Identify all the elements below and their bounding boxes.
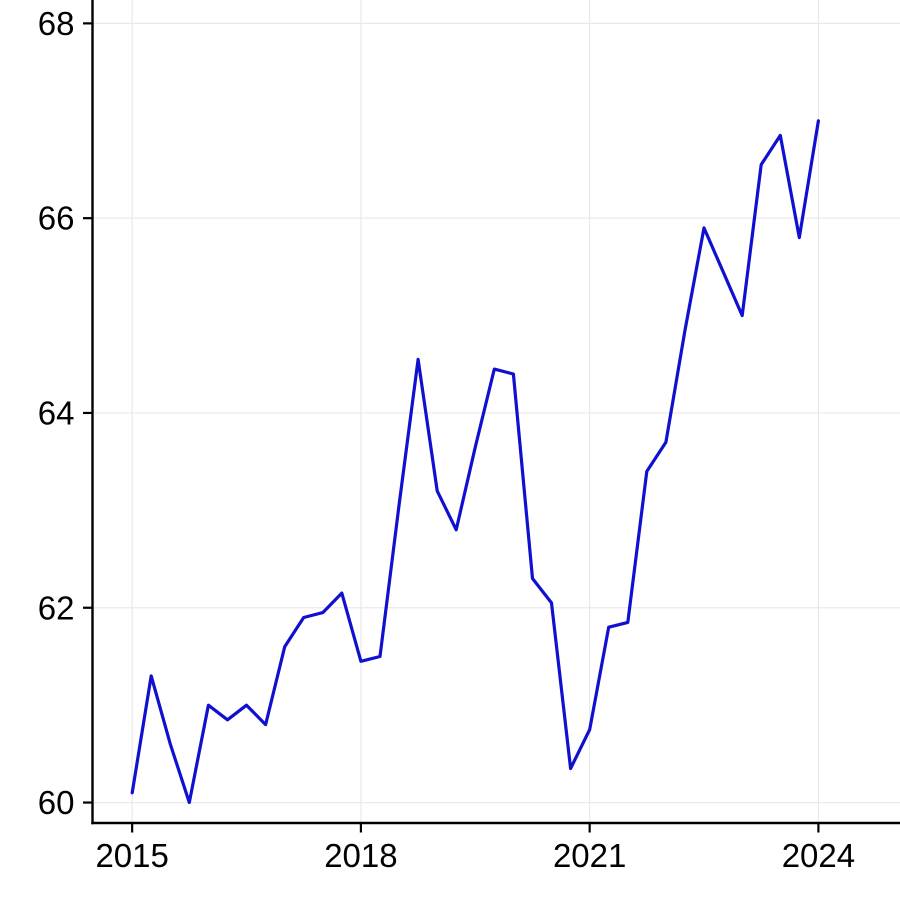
- x-tick-label-2015: 2015: [95, 837, 168, 874]
- axes: [91, 0, 900, 825]
- y-tick-label-64: 64: [38, 394, 75, 431]
- data-series-line: [130, 119, 821, 805]
- y-tick-label-66: 66: [38, 200, 75, 237]
- x-tick-label-2024: 2024: [782, 837, 855, 874]
- tick-marks: [83, 22, 820, 833]
- x-tick-label-2018: 2018: [324, 837, 397, 874]
- y-tick-label-60: 60: [38, 784, 75, 821]
- x-tick-label-2021: 2021: [553, 837, 626, 874]
- y-tick-label-68: 68: [38, 5, 75, 42]
- axis-tick-labels: 60 62 64 66 68 2015 2018 2021 2024: [38, 5, 855, 874]
- gridlines: [92, 0, 900, 823]
- y-tick-label-62: 62: [38, 589, 75, 626]
